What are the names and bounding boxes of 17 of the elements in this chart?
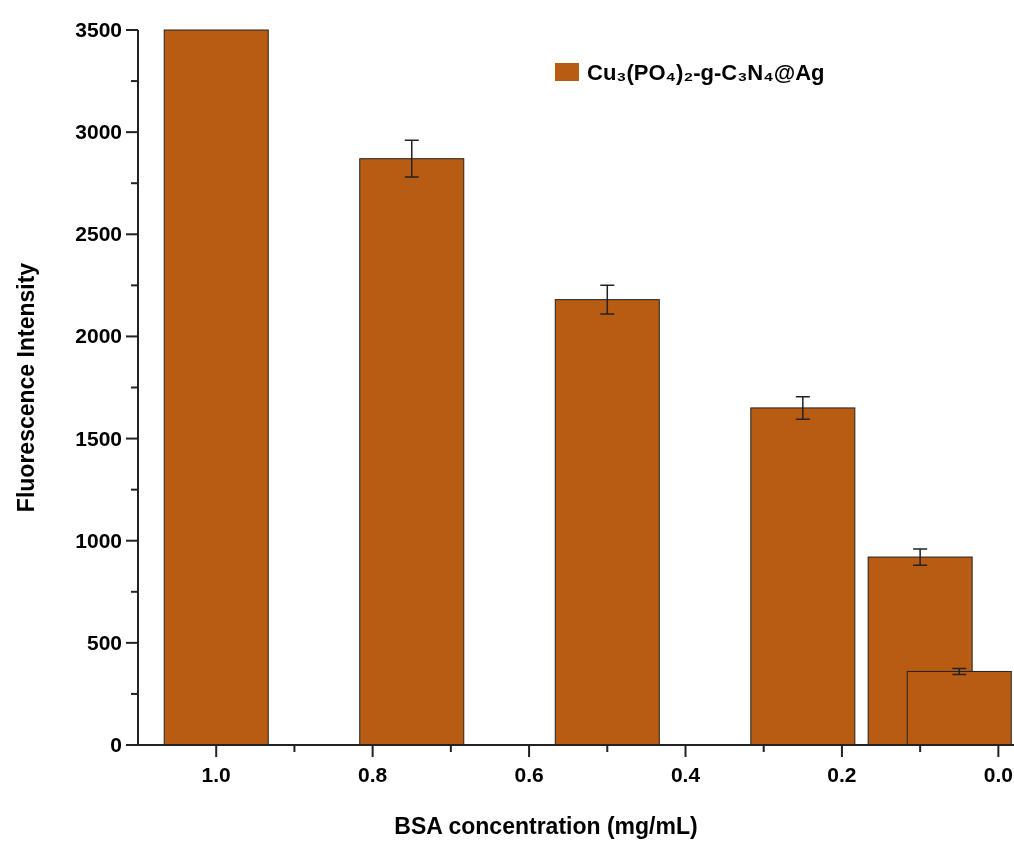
y-tick-label: 2000 (75, 324, 122, 348)
x-axis-title: BSA concentration (mg/mL) (394, 813, 698, 839)
x-tick-label: 0.6 (514, 763, 544, 786)
y-axis-title: Fluorescence Intensity (13, 262, 39, 513)
legend-label: Cu₃(PO₄)₂-g-C₃N₄@Ag (587, 60, 825, 85)
x-tick-label: 0.8 (358, 763, 388, 786)
y-tick-label: 3500 (75, 18, 122, 41)
y-tick-label: 500 (86, 630, 122, 654)
y-tick-label: 0 (110, 733, 122, 756)
x-tick-label: 1.0 (201, 763, 231, 786)
x-tick-label: 0.0 (983, 763, 1013, 786)
x-tick-label: 0.4 (670, 763, 701, 786)
y-tick-label: 3000 (75, 120, 122, 144)
y-tick-label: 1500 (75, 426, 122, 450)
x-tick-label: 0.2 (827, 763, 857, 786)
y-tick-label: 1000 (75, 528, 122, 552)
y-tick-label: 2500 (75, 222, 122, 246)
